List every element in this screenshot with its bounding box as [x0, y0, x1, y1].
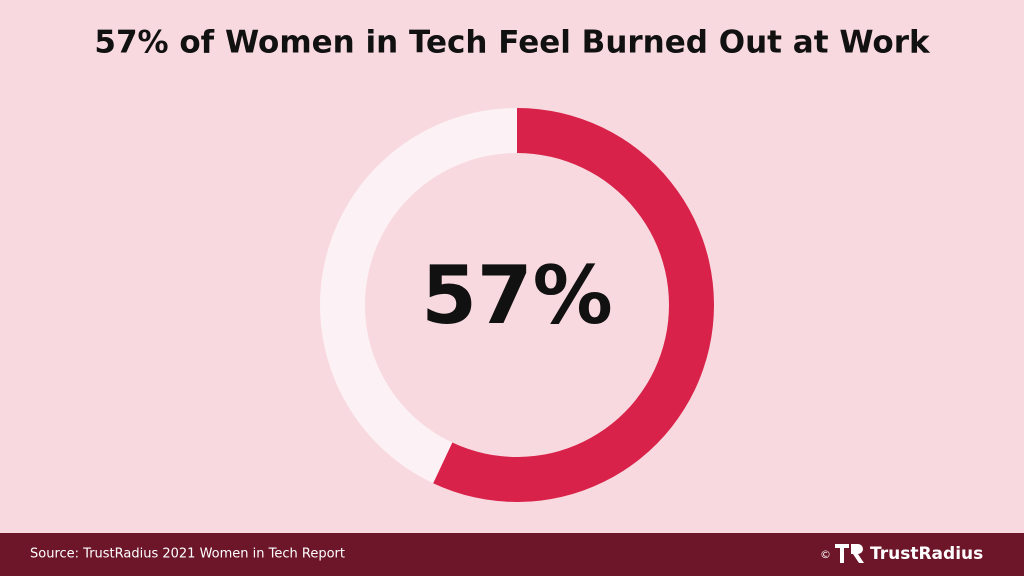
logo-mark: [835, 544, 864, 563]
donut-segment: [433, 108, 714, 502]
copyright: ©: [820, 548, 831, 561]
footer-band: [0, 533, 1024, 576]
brand-name: TrustRadius: [870, 544, 983, 564]
source-note: Source: TrustRadius 2021 Women in Tech R…: [30, 547, 345, 562]
chart-title: 57% of Women in Tech Feel Burned Out at …: [94, 25, 931, 61]
brand-logo: [835, 544, 864, 563]
center-label: 57%: [421, 249, 612, 342]
donut-segment: [319, 108, 517, 484]
